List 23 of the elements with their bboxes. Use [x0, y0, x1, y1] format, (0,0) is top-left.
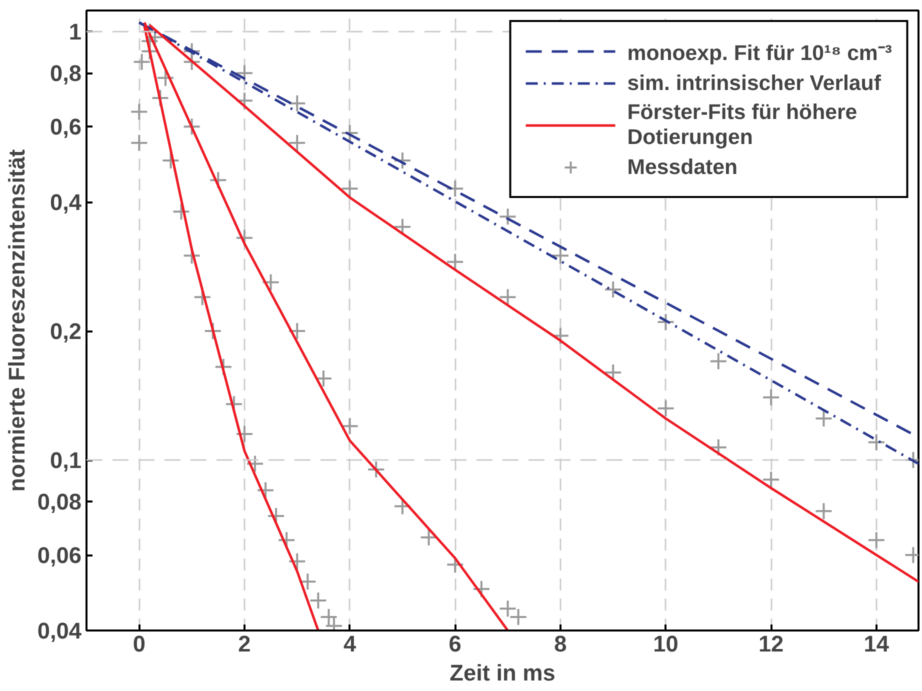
y-tick-label: 0,1: [50, 447, 82, 474]
y-tick-label: 0,6: [50, 114, 82, 140]
y-tick-label: 0,06: [37, 542, 82, 568]
legend-label: Messdaten: [627, 154, 738, 180]
x-axis-title: Zeit in ms: [450, 660, 556, 686]
x-tick-label: 4: [343, 630, 356, 656]
x-tick-label: 0: [132, 630, 146, 656]
legend-label: sim. intrinsischer Verlauf: [627, 70, 881, 96]
y-tick-label: 0,4: [50, 189, 82, 216]
y-tick-label: 0,2: [50, 318, 82, 344]
x-tick-label: 2: [238, 630, 251, 656]
y-tick-label: 1: [68, 18, 82, 45]
legend-label: monoexp. Fit für 10¹⁸ cm⁻³: [627, 40, 892, 66]
x-tick-label: 6: [448, 630, 462, 656]
y-tick-label: 0,08: [37, 488, 82, 515]
y-axis-title: normierte Fluoreszenzintensität: [3, 148, 30, 492]
legend-label: Förster-Fits für höhere Dotierungen: [627, 100, 858, 150]
x-tick-label: 8: [554, 630, 567, 656]
y-tick-label: 0,04: [37, 618, 82, 644]
x-tick-label: 14: [864, 630, 890, 656]
x-tick-label: 10: [653, 630, 678, 656]
y-tick-label: 0,8: [50, 60, 82, 86]
x-tick-label: 12: [758, 630, 784, 656]
